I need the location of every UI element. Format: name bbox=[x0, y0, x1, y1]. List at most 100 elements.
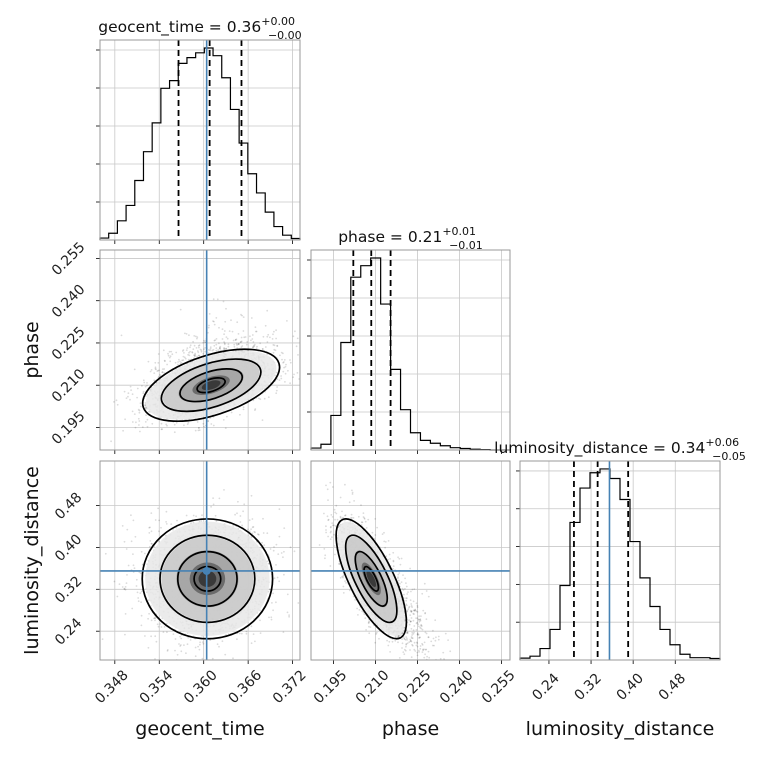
sample-point bbox=[266, 341, 269, 343]
sample-point bbox=[223, 343, 226, 346]
sample-point bbox=[150, 530, 153, 533]
sample-point bbox=[259, 342, 262, 345]
sample-point bbox=[225, 336, 228, 338]
sample-point bbox=[130, 540, 133, 543]
sample-point bbox=[144, 552, 146, 555]
sample-point bbox=[133, 368, 136, 371]
sample-point bbox=[203, 425, 205, 428]
sample-point bbox=[211, 349, 214, 352]
sample-point bbox=[207, 420, 210, 422]
sample-point bbox=[261, 419, 264, 421]
sample-point bbox=[167, 352, 169, 355]
sample-point bbox=[305, 317, 307, 319]
sample-point bbox=[192, 514, 195, 517]
sample-point bbox=[276, 386, 278, 388]
sample-point bbox=[292, 376, 295, 379]
sample-point bbox=[240, 341, 242, 343]
sample-point bbox=[219, 345, 222, 348]
sample-point bbox=[304, 573, 306, 575]
sample-point bbox=[156, 623, 159, 626]
sample-point bbox=[193, 354, 195, 356]
sample-point bbox=[254, 408, 257, 410]
sample-point bbox=[283, 550, 285, 553]
sample-point bbox=[123, 540, 126, 543]
sample-point bbox=[254, 640, 256, 643]
sample-point bbox=[184, 332, 186, 335]
sample-point bbox=[164, 360, 166, 362]
sample-point bbox=[185, 514, 188, 517]
sample-point bbox=[224, 653, 227, 656]
sample-point bbox=[129, 385, 132, 388]
sample-point bbox=[266, 309, 269, 312]
sample-point bbox=[135, 421, 137, 424]
sample-point bbox=[154, 367, 157, 370]
sample-point bbox=[245, 632, 248, 635]
sample-point bbox=[252, 526, 255, 528]
sample-point bbox=[198, 346, 200, 349]
sample-point bbox=[198, 344, 201, 347]
sample-point bbox=[255, 347, 258, 350]
sample-point bbox=[204, 350, 207, 353]
sample-point bbox=[252, 344, 255, 347]
sample-point bbox=[168, 356, 171, 359]
sample-point bbox=[198, 426, 200, 429]
sample-point bbox=[215, 317, 218, 319]
sample-point bbox=[282, 556, 284, 559]
sample-point bbox=[260, 547, 263, 549]
sample-point bbox=[199, 643, 201, 646]
sample-point bbox=[175, 351, 178, 354]
sample-point bbox=[163, 368, 166, 370]
sample-point bbox=[207, 326, 210, 329]
sample-point bbox=[123, 588, 126, 590]
sample-point bbox=[121, 586, 124, 588]
sample-point bbox=[142, 392, 145, 395]
histogram-geocent_time bbox=[99, 47, 301, 240]
sample-point bbox=[202, 352, 205, 355]
sample-point bbox=[245, 343, 248, 346]
sample-point bbox=[276, 378, 279, 381]
sample-point bbox=[278, 379, 281, 381]
sample-point bbox=[157, 625, 160, 628]
sample-point bbox=[198, 648, 201, 651]
sample-point bbox=[212, 320, 214, 322]
sample-point bbox=[212, 298, 215, 301]
sample-point bbox=[159, 623, 162, 625]
sample-point bbox=[198, 354, 201, 357]
sample-point bbox=[234, 676, 236, 678]
sample-point bbox=[146, 384, 148, 387]
sample-point bbox=[160, 422, 163, 425]
sample-point bbox=[215, 349, 218, 352]
sample-point bbox=[188, 334, 190, 337]
sample-point bbox=[213, 320, 215, 323]
sample-point bbox=[155, 368, 157, 371]
sample-point bbox=[294, 330, 296, 333]
sample-point bbox=[252, 663, 254, 665]
sample-point bbox=[254, 326, 257, 329]
sample-point bbox=[139, 402, 142, 405]
sample-point bbox=[286, 320, 288, 322]
sample-point bbox=[289, 361, 292, 364]
sample-point bbox=[184, 357, 187, 360]
sample-point bbox=[115, 399, 118, 402]
sample-point bbox=[261, 348, 264, 350]
sample-point bbox=[197, 429, 200, 432]
sample-point bbox=[194, 655, 197, 658]
sample-point bbox=[146, 425, 149, 428]
sample-point bbox=[200, 520, 203, 522]
joint-geocent_time-phase bbox=[110, 298, 307, 443]
sample-point bbox=[288, 614, 290, 616]
sample-point bbox=[275, 543, 278, 546]
sample-point bbox=[147, 599, 150, 602]
sample-point bbox=[165, 523, 168, 525]
sample-point bbox=[278, 508, 281, 511]
sample-point bbox=[225, 347, 228, 350]
sample-point bbox=[146, 418, 149, 421]
sample-point bbox=[140, 550, 143, 553]
sample-point bbox=[231, 330, 234, 333]
sample-point bbox=[133, 567, 136, 570]
histogram-phase bbox=[310, 257, 510, 451]
sample-point bbox=[163, 372, 166, 374]
sample-point bbox=[262, 348, 264, 350]
sample-point bbox=[303, 360, 305, 362]
sample-point bbox=[136, 591, 139, 594]
